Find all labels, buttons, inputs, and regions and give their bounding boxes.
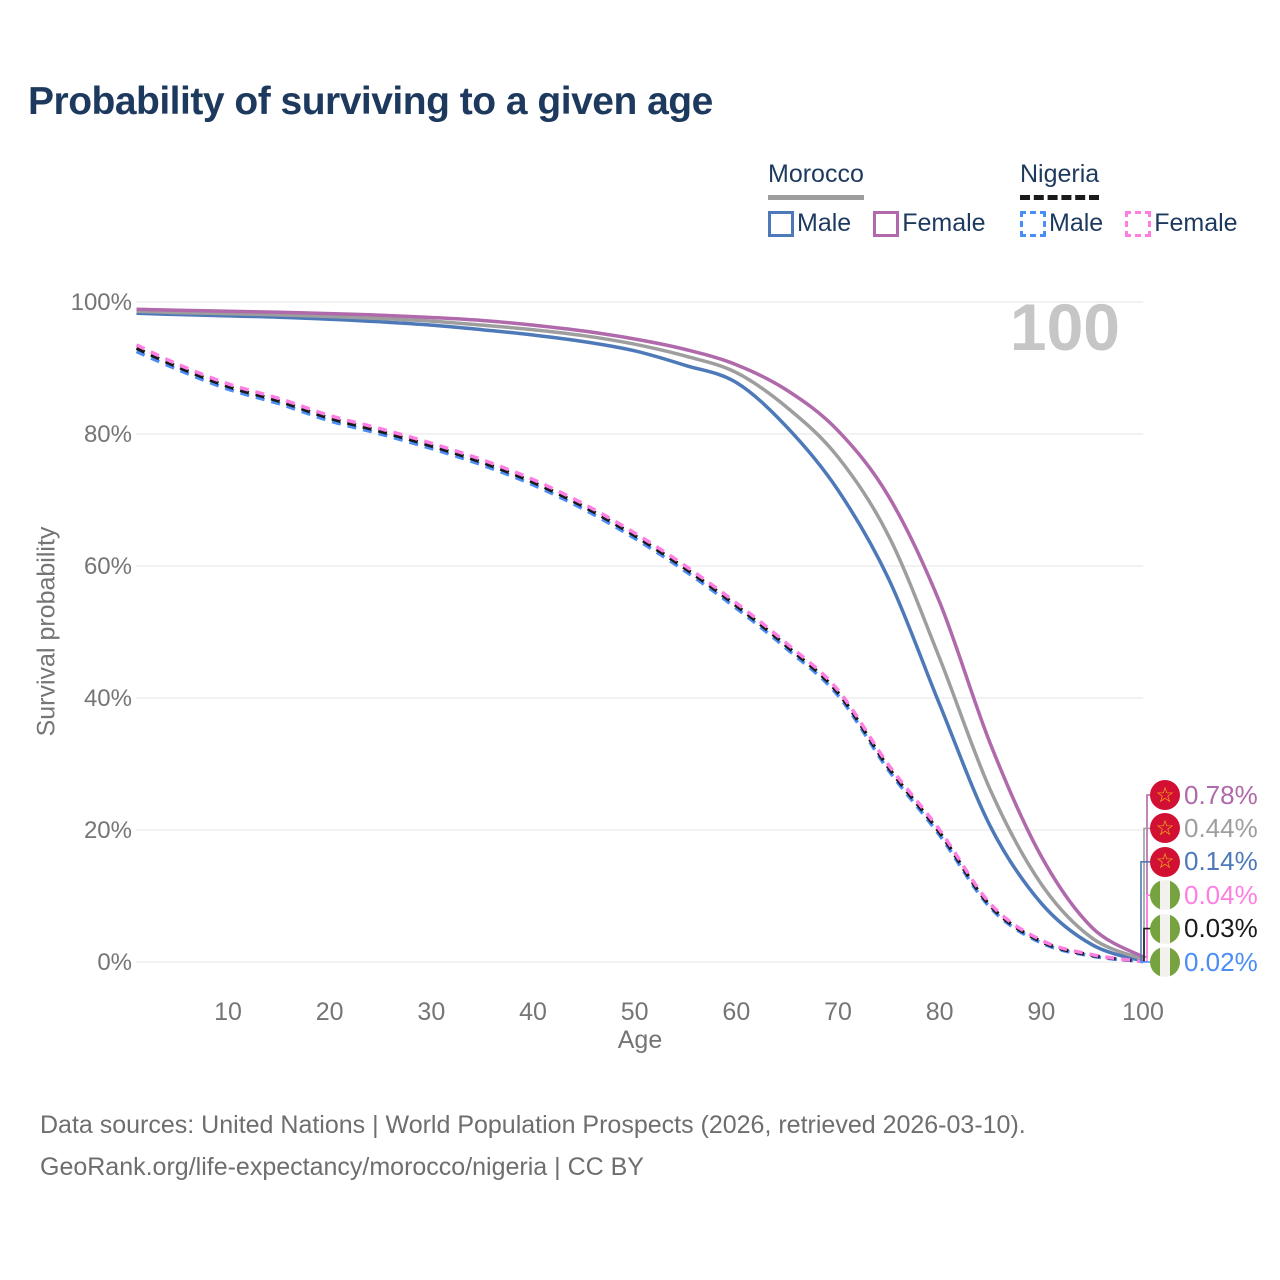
nigeria-flag-icon xyxy=(1150,880,1180,911)
y-tick-label: 100% xyxy=(70,289,132,316)
legend-country-morocco[interactable]: Morocco xyxy=(768,160,864,200)
y-tick-label: 20% xyxy=(83,817,132,844)
end-label-row: ☆ 0.78% xyxy=(1150,780,1258,810)
legend-label-nigeria-female[interactable]: Female xyxy=(1154,209,1238,237)
series-line-morocco-female[interactable] xyxy=(136,307,1144,959)
nigeria-flag-icon xyxy=(1150,947,1180,977)
x-tick-label: 50 xyxy=(620,998,649,1026)
x-tick-label: 100 xyxy=(1122,998,1164,1026)
morocco-flag-icon: ☆ xyxy=(1150,780,1180,810)
series-line-morocco-both[interactable] xyxy=(136,309,1144,961)
x-tick-label: 20 xyxy=(315,998,344,1026)
x-tick-label: 40 xyxy=(519,998,547,1026)
legend-label-nigeria-male[interactable]: Male xyxy=(1049,209,1104,237)
end-label-row: 0.02% xyxy=(1150,947,1258,977)
x-tick-label: 10 xyxy=(214,998,242,1026)
star-icon: ☆ xyxy=(1155,816,1175,840)
legend-group-morocco: Morocco Male Female xyxy=(768,160,1008,238)
y-tick-label: 60% xyxy=(83,553,132,580)
morocco-flag-icon: ☆ xyxy=(1150,846,1180,877)
page-title: Probability of surviving to a given age xyxy=(28,80,713,123)
y-tick-label: 80% xyxy=(83,421,132,448)
legend-swatch-nigeria-female[interactable] xyxy=(1125,210,1152,237)
y-axis-title: Survival probability xyxy=(32,526,61,737)
end-label-row: ☆ 0.44% xyxy=(1150,812,1258,844)
legend-label-morocco-male[interactable]: Male xyxy=(797,209,852,237)
x-tick-label: 70 xyxy=(824,998,852,1026)
series-line-nigeria-female[interactable] xyxy=(135,343,1144,964)
legend-swatch-nigeria-male[interactable] xyxy=(1020,210,1046,237)
x-tick-label: 90 xyxy=(1027,998,1056,1026)
series-line-nigeria-both[interactable] xyxy=(135,346,1144,964)
x-tick-label: 60 xyxy=(722,998,751,1026)
end-label-row: ☆ 0.14% xyxy=(1150,846,1258,877)
end-value-label: 0.14% xyxy=(1184,846,1258,877)
legend-label-morocco-female[interactable]: Female xyxy=(902,209,986,237)
series-line-nigeria-male[interactable] xyxy=(135,349,1144,964)
y-tick-label: 40% xyxy=(83,685,132,712)
end-value-label: 0.44% xyxy=(1184,812,1258,843)
end-label-row: 0.03% xyxy=(1150,913,1258,944)
legend-swatch-morocco-male[interactable] xyxy=(768,210,794,237)
footer-sources: Data sources: United Nations | World Pop… xyxy=(40,1111,1026,1139)
end-label-row: 0.04% xyxy=(1150,879,1258,911)
end-value-label: 0.04% xyxy=(1184,879,1258,910)
legend-swatch-morocco-female[interactable] xyxy=(873,210,900,237)
x-tick-label: 30 xyxy=(417,998,446,1026)
end-value-label: 0.03% xyxy=(1184,913,1258,944)
morocco-flag-icon: ☆ xyxy=(1150,813,1180,844)
end-value-label: 0.78% xyxy=(1184,779,1258,810)
end-label-connector xyxy=(1140,960,1151,963)
star-icon: ☆ xyxy=(1155,850,1175,874)
end-value-label: 0.02% xyxy=(1184,946,1258,977)
end-label-connector xyxy=(1143,794,1151,958)
nigeria-flag-icon xyxy=(1150,913,1180,944)
age-watermark: 100 xyxy=(1009,290,1120,364)
x-tick-label: 80 xyxy=(925,998,954,1026)
star-icon: ☆ xyxy=(1155,783,1175,807)
series-line-morocco-male[interactable] xyxy=(136,311,1144,963)
legend-group-nigeria: Nigeria Male Female xyxy=(1020,160,1260,238)
footer: Data sources: United Nations | World Pop… xyxy=(40,1104,1026,1188)
y-tick-label: 0% xyxy=(97,949,132,976)
footer-link[interactable]: GeoRank.org/life-expectancy/morocco/nige… xyxy=(40,1153,644,1181)
legend-country-nigeria[interactable]: Nigeria xyxy=(1020,160,1100,200)
x-axis-title: Age xyxy=(617,1026,663,1054)
